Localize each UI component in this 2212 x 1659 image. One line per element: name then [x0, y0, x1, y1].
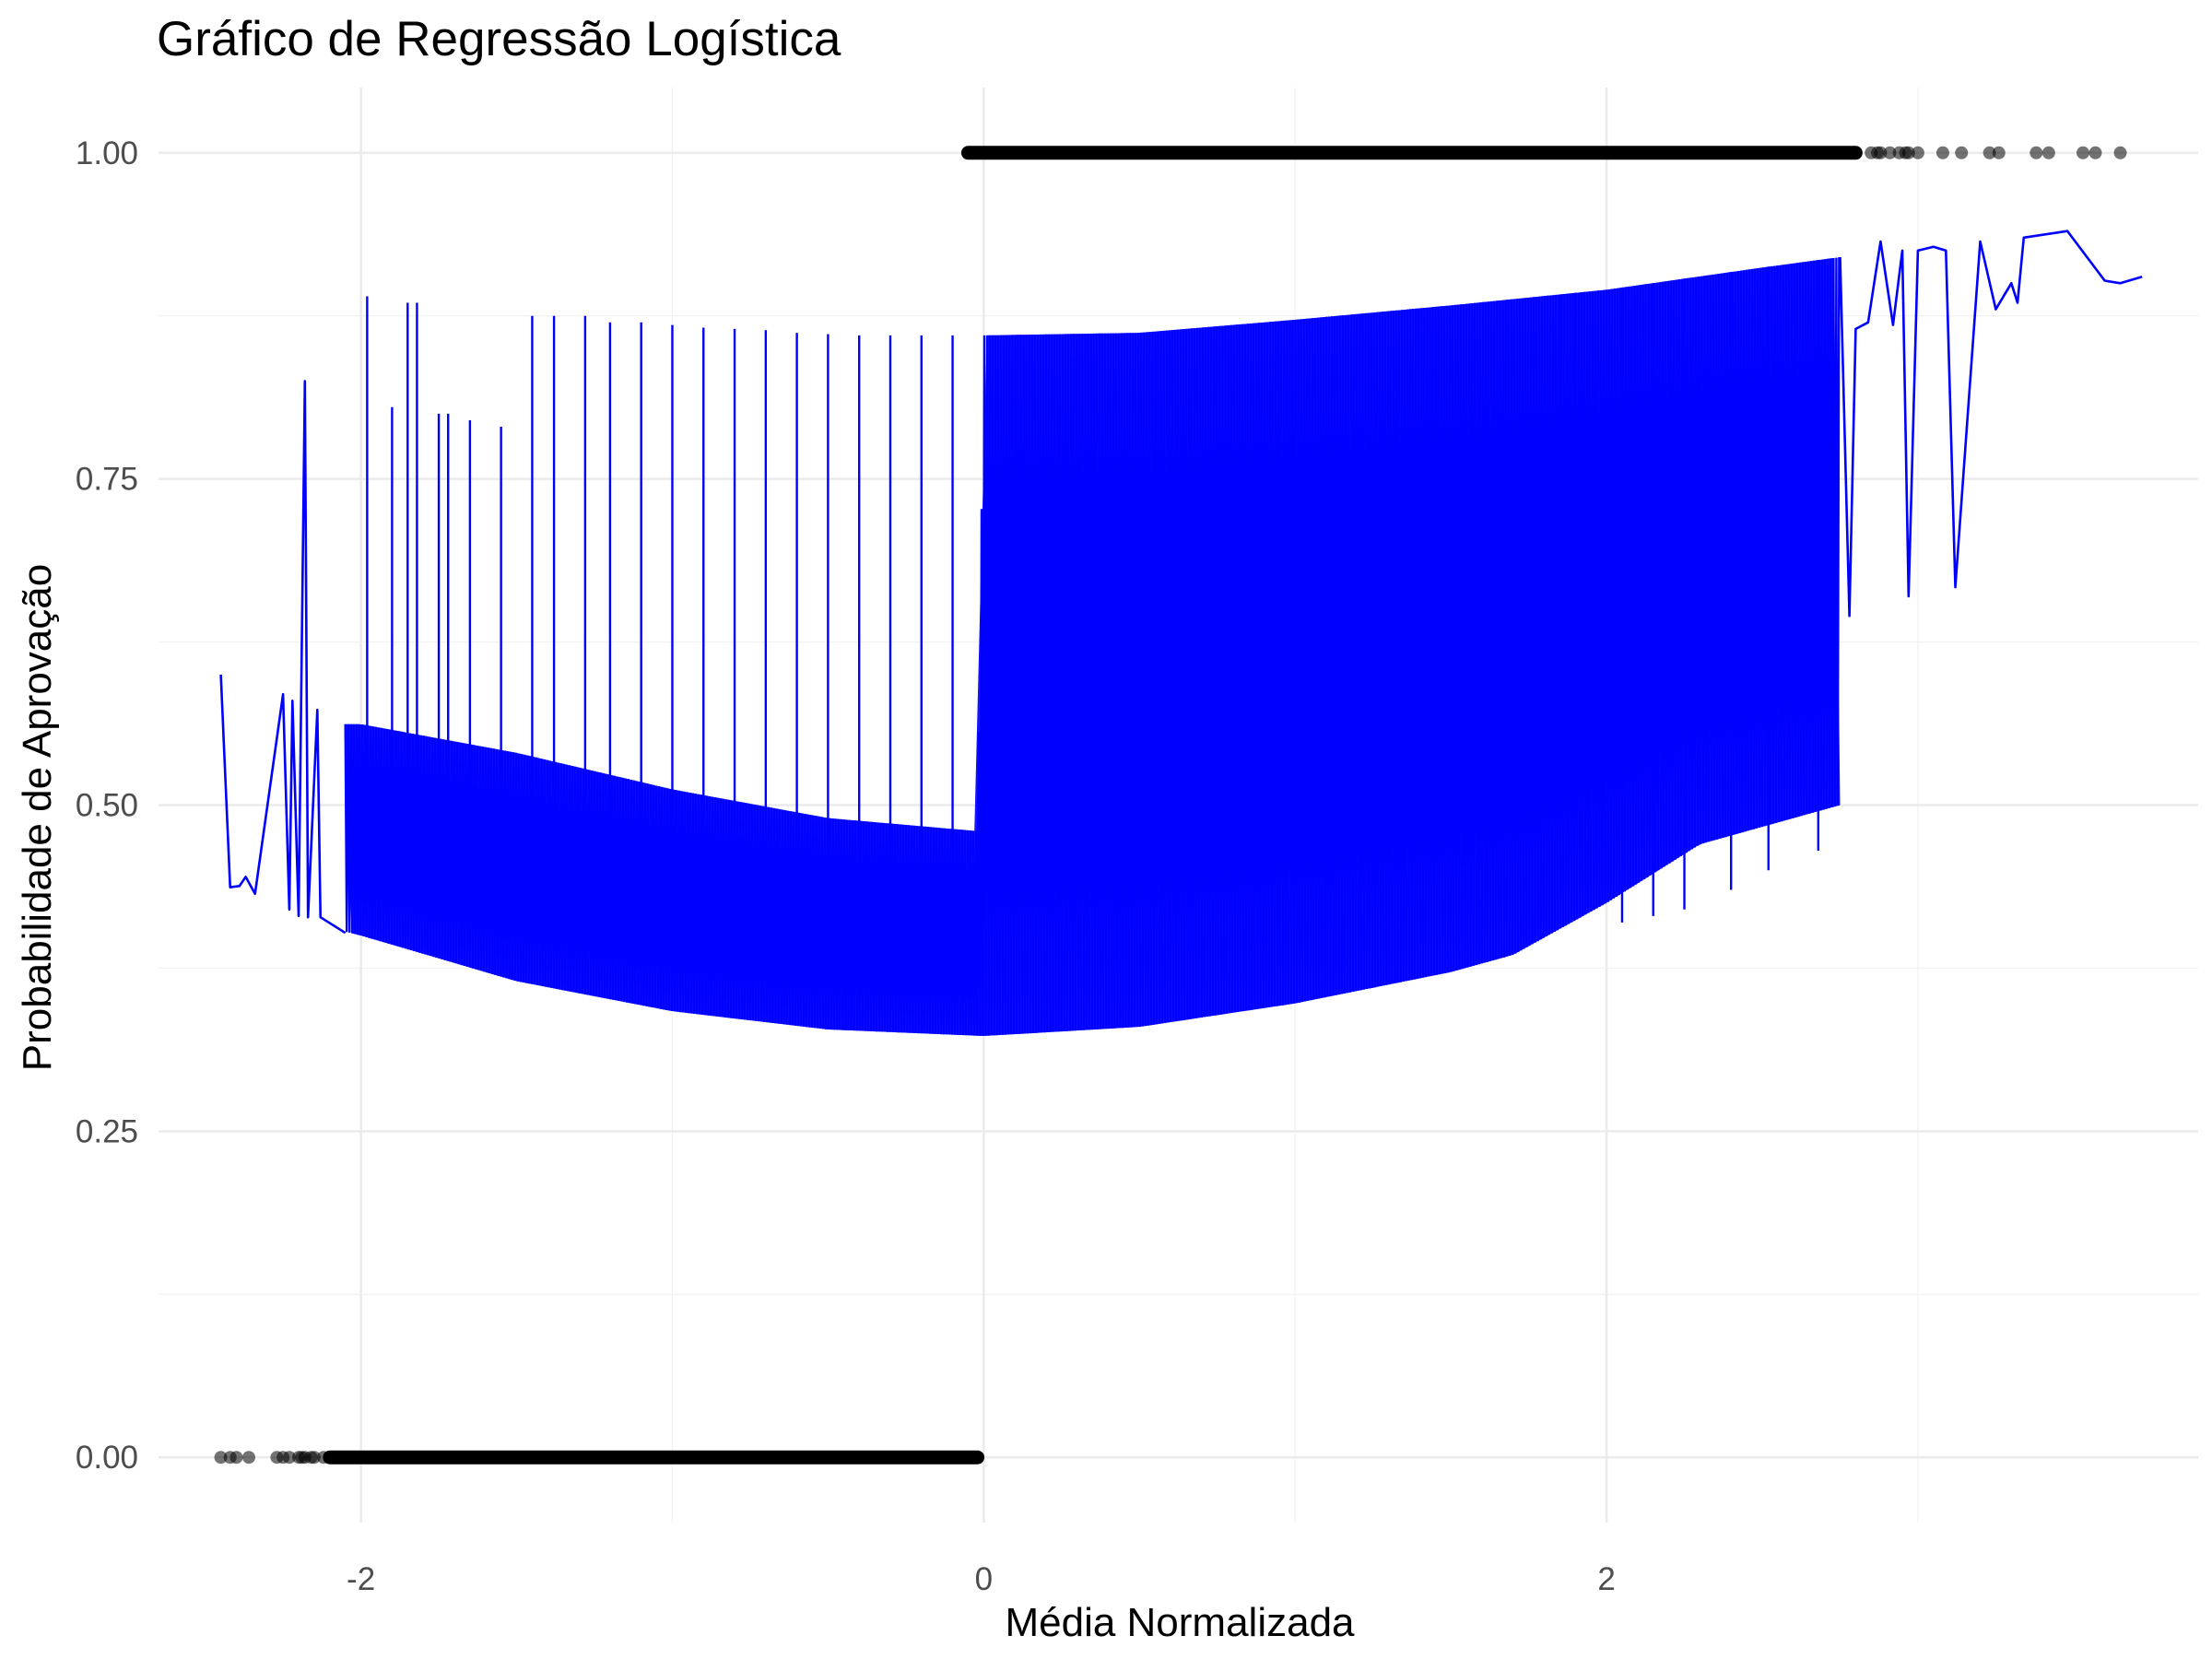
- probability-curve: [219, 229, 2143, 1037]
- y-tick-label: 0.50: [76, 788, 138, 824]
- data-point: [229, 1451, 243, 1465]
- data-point: [241, 1451, 255, 1465]
- data-point: [1911, 146, 1924, 159]
- y-axis-ticks: 0.00 0.25 0.50 0.75 1.00: [76, 135, 138, 1476]
- data-point: [282, 1451, 296, 1465]
- curve-left-tail: [219, 380, 347, 935]
- x-axis-label: Média Normalizada: [1005, 1600, 1355, 1645]
- y-tick-label: 0.75: [76, 462, 138, 498]
- data-point: [307, 1451, 321, 1465]
- data-point: [2030, 146, 2043, 159]
- x-tick-label: 2: [1597, 1561, 1615, 1597]
- y-axis-label: Probabilidade de Aprovação: [15, 564, 60, 1071]
- chart-title: Gráfico de Regressão Logística: [157, 12, 841, 66]
- data-point: [1955, 146, 1969, 159]
- data-point: [1883, 146, 1897, 159]
- data-point: [214, 1451, 228, 1465]
- data-point: [1874, 146, 1888, 159]
- x-tick-label: -2: [347, 1561, 375, 1597]
- y-tick-label: 0.00: [76, 1440, 138, 1476]
- data-point: [1992, 146, 2006, 159]
- data-point: [2113, 146, 2127, 159]
- probability-band-fill: [345, 257, 1841, 1036]
- y-tick-label: 1.00: [76, 135, 138, 171]
- data-point: [1983, 146, 1996, 159]
- observed-points: [214, 146, 2127, 1465]
- data-point: [1901, 146, 1915, 159]
- data-point: [2076, 146, 2089, 159]
- data-point: [2041, 146, 2055, 159]
- data-point: [317, 1451, 331, 1465]
- x-tick-label: 0: [975, 1561, 993, 1597]
- x-axis-ticks: -2 0 2: [347, 1561, 1616, 1597]
- curve-right-tail: [1839, 229, 2143, 618]
- data-point: [2088, 146, 2102, 159]
- data-point: [1936, 146, 1949, 159]
- y-tick-label: 0.25: [76, 1113, 138, 1149]
